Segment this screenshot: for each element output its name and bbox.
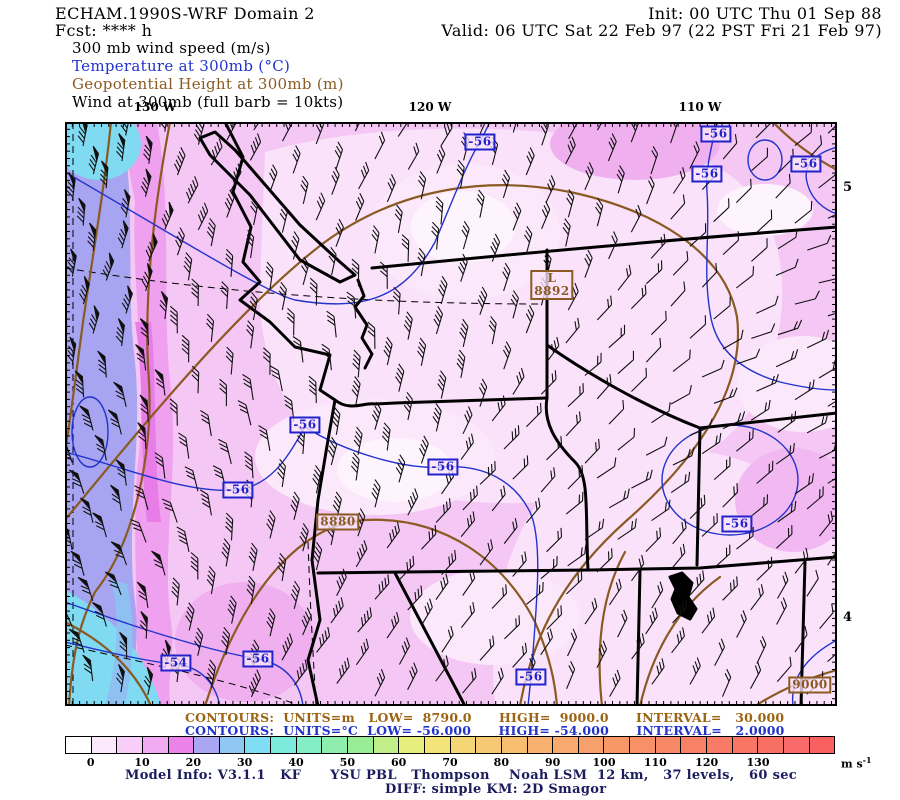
contour-label: -56	[464, 133, 496, 151]
contour-label: -56	[222, 481, 254, 499]
colorbar-tick-label: 70	[442, 756, 458, 769]
valid-time-label: Valid: 06 UTC Sat 22 Feb 97 (22 PST Fri …	[441, 21, 882, 40]
contour-label: -56	[721, 515, 753, 533]
colorbar-tick-label: 20	[185, 756, 201, 769]
colorbar-cell	[373, 737, 400, 753]
colorbar-cell	[142, 737, 169, 753]
model-info-line1: Model Info: V3.1.1 KF YSU PBL Thompson N…	[125, 768, 797, 783]
colorbar-tick-label: 100	[592, 756, 616, 769]
lat-tick-label: 5	[843, 180, 853, 195]
colorbar-cell	[527, 737, 554, 753]
lon-tick-label: 110 W	[678, 100, 722, 114]
colorbar-cell	[501, 737, 528, 753]
lat-tick-label: 4	[843, 610, 853, 625]
colorbar-cell	[681, 737, 708, 753]
colorbar-cell	[476, 737, 502, 753]
lon-tick-label: 120 W	[408, 100, 452, 114]
colorbar-cell	[271, 737, 297, 753]
colorbar-cell	[168, 737, 195, 753]
temperature-contour-info: CONTOURS: UNITS=°C LOW= -56.000 HIGH= -5…	[185, 723, 785, 738]
colorbar-cell	[219, 737, 246, 753]
contour-label: -56	[790, 155, 822, 173]
contour-label: -56	[289, 416, 321, 434]
colorbar-tick-label: 120	[695, 756, 719, 769]
colorbar-cell	[424, 737, 451, 753]
page-title: ECHAM.1990S-WRF Domain 2	[55, 4, 315, 23]
colorbar-tick-label: 50	[339, 756, 355, 769]
legend-entry: Temperature at 300mb (°C)	[72, 57, 291, 75]
colorbar-tick-label: 0	[86, 756, 95, 769]
contour-label: -56	[700, 125, 732, 143]
colorbar-tick-label: 90	[545, 756, 561, 769]
colorbar-tick-label: 80	[493, 756, 509, 769]
legend-entry: Geopotential Height at 300mb (m)	[72, 75, 344, 93]
contour-label: 9000	[788, 676, 832, 694]
model-info-line2: DIFF: simple KM: 2D Smagor	[385, 782, 607, 797]
contour-label: 8880	[316, 513, 360, 531]
map-border	[65, 122, 837, 706]
state-borders	[198, 122, 837, 706]
temperature-contours	[65, 122, 837, 706]
colorbar-cell	[66, 737, 92, 753]
colorbar-cell	[732, 737, 759, 753]
colorbar-cell	[655, 737, 682, 753]
colorbar-tick-label: 30	[237, 756, 253, 769]
contour-label: -56	[427, 458, 459, 476]
wind-speed-colorbar	[65, 736, 835, 754]
colorbar-cell	[194, 737, 220, 753]
colorbar-cell	[348, 737, 374, 753]
colorbar-tick-label: 130	[746, 756, 770, 769]
wind-speed-shading	[65, 122, 837, 706]
height-contour-info: CONTOURS: UNITS=m LOW= 8790.0 HIGH= 9000…	[185, 710, 785, 725]
colorbar-cell	[783, 737, 810, 753]
contour-label: -56	[691, 165, 723, 183]
colorbar-cell	[296, 737, 323, 753]
colorbar-tick-label: 10	[134, 756, 150, 769]
colorbar-cell	[450, 737, 477, 753]
height-contours	[65, 122, 837, 706]
legend-entry: Wind at 300mb (full barb = 10kts)	[72, 93, 344, 111]
colorbar-cell	[578, 737, 605, 753]
colorbar-cell	[245, 737, 272, 753]
colorbar-cell	[630, 737, 656, 753]
colorbar-cell	[399, 737, 425, 753]
colorbar-cell	[809, 737, 835, 753]
field-legend: 300 mb wind speed (m/s) Temperature at 30…	[72, 39, 344, 111]
contour-label: -56	[242, 650, 274, 668]
colorbar-cell	[604, 737, 631, 753]
legend-entry: 300 mb wind speed (m/s)	[72, 39, 271, 57]
colorbar-cell	[117, 737, 143, 753]
contour-label: -56	[515, 668, 547, 686]
colorbar-cell	[758, 737, 784, 753]
contour-label: -54	[160, 654, 192, 672]
colorbar-cell	[553, 737, 579, 753]
colorbar-tick-label: 40	[288, 756, 304, 769]
colorbar-cell	[707, 737, 733, 753]
weather-map: -56 -56 -56 -56 -56 -56 -56 -56 -54 -56 -56 8880 900…	[65, 122, 837, 706]
colorbar-cell	[322, 737, 349, 753]
forecast-hour-label: Fcst: **** h	[55, 21, 153, 40]
init-time-label: Init: 00 UTC Thu 01 Sep 88	[648, 4, 882, 23]
colorbar-tick-label: 110	[643, 756, 667, 769]
lon-tick-label: 130 W	[133, 100, 177, 114]
colorbar-tick-label: 60	[391, 756, 407, 769]
contour-label: L 8892	[530, 270, 574, 300]
colorbar-unit: m s-1	[841, 755, 872, 771]
wind-barbs	[65, 122, 837, 698]
map-canvas	[65, 122, 837, 706]
colorbar-cell	[91, 737, 118, 753]
